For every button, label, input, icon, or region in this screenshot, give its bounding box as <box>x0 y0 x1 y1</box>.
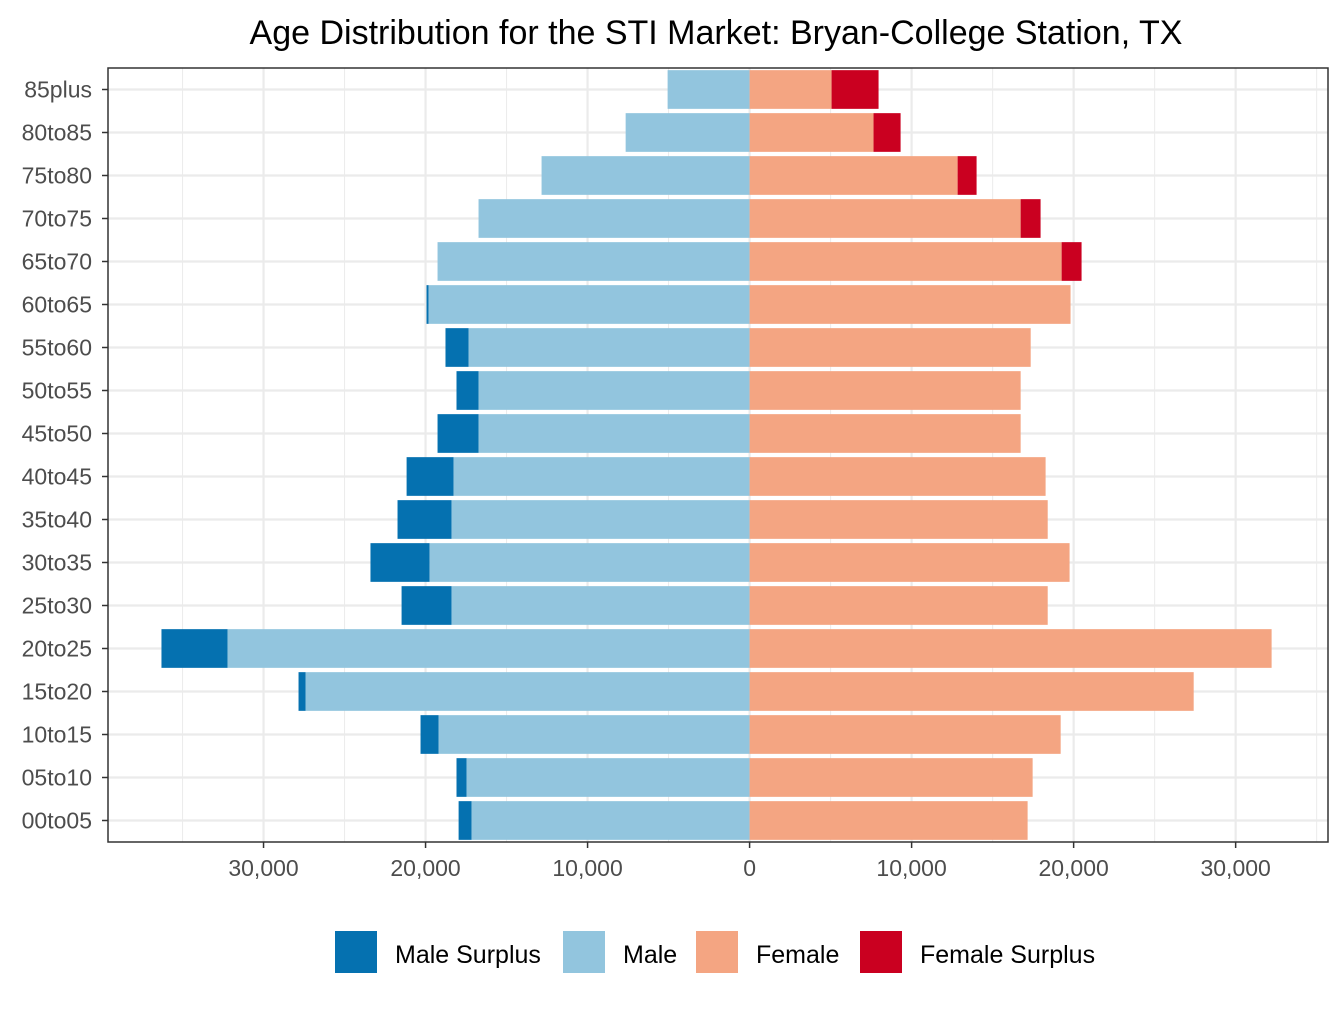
y-tick-label: 20to25 <box>22 636 92 662</box>
x-axis: 30,000 20,000 10,000 0 10,000 20,000 30,000 <box>228 842 1271 881</box>
chart-title: Age Distribution for the STI Market: Bry… <box>250 14 1183 52</box>
bar-female <box>749 715 1061 754</box>
bar-male <box>667 70 750 109</box>
bar-male <box>453 457 750 496</box>
bar-male <box>478 371 750 410</box>
y-tick-label: 25to30 <box>22 593 92 619</box>
bar-female <box>749 586 1048 625</box>
legend-label: Female Surplus <box>920 941 1095 969</box>
bar-female <box>749 543 1070 582</box>
bar-female <box>749 758 1033 797</box>
y-tick-label: 00to05 <box>22 808 92 834</box>
y-tick-label: 60to65 <box>22 292 92 318</box>
bar-female <box>749 113 874 152</box>
bar-female <box>749 500 1048 539</box>
bar-male-surplus <box>437 414 479 453</box>
y-tick-label: 80to85 <box>22 120 92 146</box>
legend-label: Male <box>623 941 677 969</box>
y-tick-label: 40to45 <box>22 464 92 490</box>
y-tick-label: 55to60 <box>22 335 92 361</box>
y-tick-label: 65to70 <box>22 249 92 275</box>
bar-male-surplus <box>370 543 430 582</box>
bar-male-surplus <box>426 285 429 324</box>
bar-female-surplus <box>1061 242 1082 281</box>
bar-male <box>468 328 750 367</box>
y-tick-label: 75to80 <box>22 163 92 189</box>
plot-background <box>108 68 1328 842</box>
bar-female <box>749 70 832 109</box>
bar-male <box>451 586 750 625</box>
bar-male <box>227 629 750 668</box>
bar-male-surplus <box>406 457 454 496</box>
bar-male-surplus <box>456 371 479 410</box>
legend-swatch <box>563 931 605 973</box>
y-axis: 85plus 80to85 75to80 70to75 65to70 60to65 55to… <box>22 77 108 834</box>
bar-female <box>749 328 1031 367</box>
bar-female-surplus <box>1020 199 1041 238</box>
bar-male <box>541 156 750 195</box>
bar-male-surplus <box>161 629 228 668</box>
legend-label: Male Surplus <box>395 941 541 969</box>
plot-border <box>107 67 1329 843</box>
x-tick-label: 20,000 <box>1038 855 1108 881</box>
bar-female-surplus <box>957 156 977 195</box>
bar-female <box>749 156 958 195</box>
bar-male <box>625 113 750 152</box>
y-tick-label: 35to40 <box>22 507 92 533</box>
bar-male-surplus <box>456 758 467 797</box>
legend: Male Surplus Male Female Female Surplus <box>335 931 1095 973</box>
bar-male <box>429 543 750 582</box>
bar-female <box>749 371 1021 410</box>
bar-male <box>478 199 750 238</box>
y-tick-label: 15to20 <box>22 679 92 705</box>
y-tick-label: 50to55 <box>22 378 92 404</box>
bar-female <box>749 629 1272 668</box>
bar-male <box>466 758 750 797</box>
grid <box>108 68 1328 842</box>
bar-female <box>749 672 1194 711</box>
bar-male <box>428 285 750 324</box>
y-tick-label: 10to15 <box>22 722 92 748</box>
legend-swatch <box>860 931 902 973</box>
x-tick-label: 0 <box>743 855 756 881</box>
x-tick-label: 30,000 <box>228 855 298 881</box>
bar-female <box>749 457 1046 496</box>
bar-male-surplus <box>445 328 469 367</box>
bar-male <box>471 801 750 840</box>
bar-female <box>749 285 1071 324</box>
legend-swatch <box>696 931 738 973</box>
bar-male <box>451 500 750 539</box>
bar-male-surplus <box>298 672 306 711</box>
x-tick-label: 30,000 <box>1200 855 1270 881</box>
y-tick-label: 70to75 <box>22 206 92 232</box>
y-tick-label: 05to10 <box>22 765 92 791</box>
y-tick-label: 30to35 <box>22 550 92 576</box>
bar-male <box>438 715 750 754</box>
bar-male <box>305 672 750 711</box>
bar-female <box>749 414 1021 453</box>
bar-female <box>749 242 1062 281</box>
bar-male-surplus <box>397 500 452 539</box>
legend-label: Female <box>756 941 839 969</box>
x-tick-label: 10,000 <box>876 855 946 881</box>
bar-female-surplus <box>831 70 879 109</box>
x-tick-label: 10,000 <box>552 855 622 881</box>
y-tick-label: 45to50 <box>22 421 92 447</box>
bar-male-surplus <box>401 586 452 625</box>
bar-male-surplus <box>458 801 472 840</box>
y-tick-label: 85plus <box>24 77 92 103</box>
bar-female <box>749 801 1028 840</box>
bar-female <box>749 199 1021 238</box>
legend-swatch <box>335 931 377 973</box>
bar-male-surplus <box>420 715 439 754</box>
bar-male <box>437 242 750 281</box>
bar-male <box>478 414 750 453</box>
x-tick-label: 20,000 <box>390 855 460 881</box>
bars <box>161 70 1272 840</box>
bar-female-surplus <box>873 113 901 152</box>
